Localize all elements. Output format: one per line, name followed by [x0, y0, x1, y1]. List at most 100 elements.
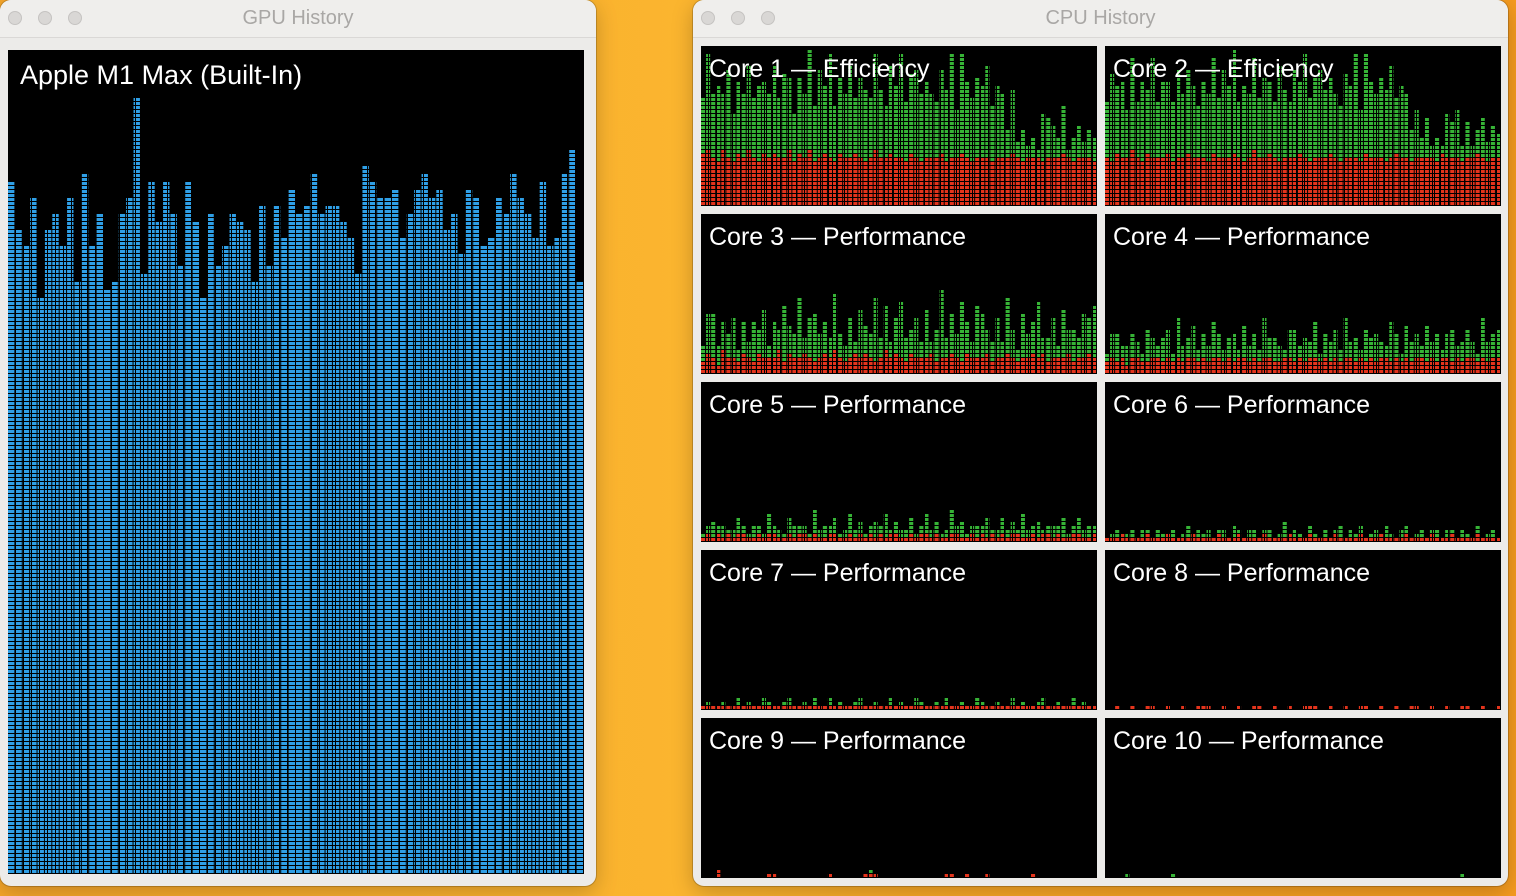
core7seg-bar — [1414, 706, 1419, 710]
core3seg-bar — [1343, 358, 1348, 374]
core6seg-bar — [817, 706, 822, 710]
core6seg-bar — [751, 706, 756, 710]
core4seg-bar — [975, 526, 980, 538]
core3seg-bar — [1145, 330, 1150, 362]
core7seg-bar — [1429, 706, 1434, 710]
core6seg-bar — [883, 706, 888, 710]
core6seg-bar — [761, 706, 766, 710]
zoom-button[interactable] — [761, 11, 775, 25]
core1seg-bar — [1186, 70, 1191, 154]
core5seg-bar — [1115, 538, 1120, 542]
minimize-button[interactable] — [38, 11, 52, 25]
core4seg-bar — [929, 530, 934, 538]
core6seg-bar — [827, 698, 832, 706]
core1seg-bar — [1475, 154, 1480, 206]
core1seg-bar — [1115, 86, 1120, 154]
core5seg-bar — [1419, 538, 1424, 542]
core3seg-bar — [1414, 334, 1419, 358]
core5seg-bar — [1465, 538, 1470, 542]
core4seg-bar — [751, 538, 756, 542]
core1seg-bar — [1369, 82, 1374, 158]
core5seg-bar — [1308, 534, 1313, 542]
gpuseg-bar — [133, 98, 140, 874]
zoom-button[interactable] — [68, 11, 82, 25]
core5seg-bar — [1155, 530, 1160, 538]
core0seg-bar — [701, 98, 706, 154]
core1seg-bar — [1308, 162, 1313, 206]
core2seg-bar — [1076, 338, 1081, 358]
core6seg-bar — [782, 706, 787, 710]
core0seg-bar — [1061, 154, 1066, 206]
gpu-history-window[interactable]: GPU History Apple M1 Max (Built-In) — [0, 0, 596, 886]
gpuseg-bar — [148, 182, 155, 874]
cpu-history-window[interactable]: CPU History Core 1 — Efficiency Core 2 —… — [693, 0, 1508, 886]
core2seg-bar — [1020, 358, 1025, 374]
core6seg-bar — [736, 706, 741, 710]
core8seg-bar — [767, 874, 772, 878]
core-usage-graph — [1105, 318, 1500, 374]
core7seg-bar — [1237, 706, 1242, 710]
core0seg-bar — [929, 94, 934, 158]
core4seg-bar — [838, 534, 843, 538]
core5seg-bar — [1460, 538, 1465, 542]
core6seg-bar — [1066, 706, 1071, 710]
core5seg-bar — [1450, 534, 1455, 542]
core5seg-bar — [1201, 538, 1206, 542]
core3seg-bar — [1130, 334, 1135, 358]
core2seg-bar — [888, 342, 893, 358]
gpuseg-bar — [547, 246, 554, 874]
core6seg-bar — [701, 706, 706, 710]
core5seg-bar — [1338, 538, 1343, 542]
core1seg-bar — [1221, 158, 1226, 206]
core3seg-bar — [1165, 330, 1170, 358]
core5seg-bar — [1343, 538, 1348, 542]
core2seg-bar — [822, 354, 827, 374]
core3seg-bar — [1211, 358, 1216, 374]
core4seg-bar — [965, 538, 970, 542]
core6seg-bar — [873, 706, 878, 710]
close-button[interactable] — [701, 11, 715, 25]
core4seg-bar — [1020, 514, 1025, 538]
core6seg-bar — [802, 706, 807, 710]
gpu-titlebar[interactable]: GPU History — [0, 0, 596, 38]
gpuseg-bar — [118, 214, 126, 874]
core1seg-bar — [1186, 154, 1191, 206]
core1seg-bar — [1409, 130, 1414, 162]
core4seg-bar — [944, 538, 949, 542]
core1seg-bar — [1333, 158, 1338, 206]
core0seg-bar — [975, 158, 980, 206]
core0seg-bar — [833, 106, 838, 162]
core3seg-bar — [1105, 354, 1110, 362]
core5seg-bar — [1353, 534, 1358, 538]
gpuseg-bar — [443, 230, 451, 874]
core1seg-bar — [1120, 158, 1125, 206]
core0seg-bar — [827, 158, 832, 206]
core2seg-bar — [909, 330, 914, 354]
gpuseg-bar — [318, 214, 325, 874]
core3seg-bar — [1353, 338, 1358, 362]
core5seg-bar — [1115, 530, 1120, 538]
core4seg-bar — [848, 534, 853, 542]
core6seg-bar — [706, 702, 711, 706]
minimize-button[interactable] — [731, 11, 745, 25]
core0seg-bar — [802, 158, 807, 206]
core-label: Core 9 — Performance — [709, 727, 967, 755]
core7seg-bar — [1221, 706, 1226, 710]
core5seg-bar — [1231, 526, 1236, 538]
core0seg-bar — [772, 154, 777, 206]
core6seg-bar — [980, 706, 985, 710]
core0seg-bar — [934, 102, 939, 158]
gpuseg-bar — [406, 214, 414, 874]
core0seg-bar — [736, 154, 741, 206]
core5seg-bar — [1247, 538, 1252, 542]
core0seg-bar — [965, 158, 970, 206]
core5seg-bar — [1120, 534, 1125, 542]
close-button[interactable] — [8, 11, 22, 25]
core5seg-bar — [1277, 538, 1282, 542]
core1seg-bar — [1272, 158, 1277, 206]
core3seg-bar — [1287, 358, 1292, 374]
core5seg-bar — [1186, 526, 1191, 538]
core-usage-graph — [701, 698, 1096, 710]
core2seg-bar — [975, 306, 980, 358]
cpu-titlebar[interactable]: CPU History — [693, 0, 1508, 38]
